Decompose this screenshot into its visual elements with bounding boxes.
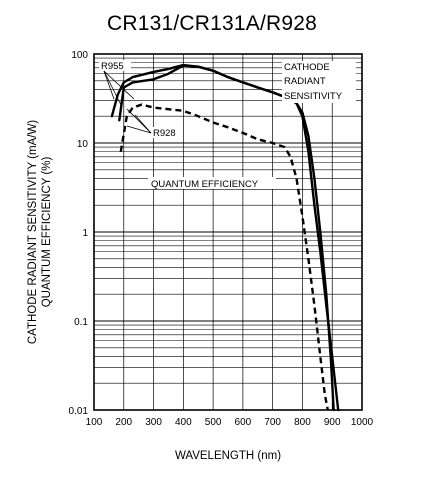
r955-label: R955: [101, 61, 124, 72]
y-axis-label-1: CATHODE RADIANT SENSITIVITY (mA/W): [27, 120, 39, 344]
x-tick-label: 700: [264, 417, 281, 428]
cathode-label-3: SENSITIVITY: [284, 91, 343, 102]
x-tick-label: 500: [205, 417, 222, 428]
r955-leader-1: [103, 70, 115, 100]
qe-label: QUANTUM EFFICIENCY: [151, 179, 259, 190]
x-tick-label: 100: [86, 417, 103, 428]
y-tick-label: 1: [82, 228, 88, 239]
x-tick-label: 600: [235, 417, 252, 428]
series-line-quantum-efficiency: [119, 103, 329, 411]
y-tick-label: 10: [77, 139, 89, 150]
grid: [94, 54, 362, 410]
r955-leader-2: [103, 70, 135, 100]
cathode-label-2: RADIANT: [284, 76, 326, 87]
qe-label-bg: [148, 177, 276, 189]
annotations: R955 R928 CATHODE RADIANT SENSITIVITY QU…: [99, 60, 356, 190]
y-tick-label: 100: [71, 50, 88, 61]
y-tick-label: 0.01: [69, 406, 89, 417]
r955-leader-3: [103, 70, 123, 108]
x-axis-label: WAVELENGTH (nm): [175, 450, 281, 462]
x-tick-label: 900: [324, 417, 341, 428]
y-tick-label: 0.1: [74, 317, 88, 328]
cathode-label-bg: [282, 61, 356, 103]
x-tick-label: 400: [175, 417, 192, 428]
x-tick-label: 800: [294, 417, 311, 428]
x-tick-label: 300: [145, 417, 162, 428]
chart-title: CR131/CR131A/R928: [106, 12, 318, 35]
x-tick-labels: 100 200 300 400 500 600 700 800 900 1000: [86, 417, 374, 428]
r928-leader-3: [134, 114, 152, 134]
x-tick-label: 1000: [351, 417, 374, 428]
plot-frame: [93, 53, 363, 411]
r928-label-bg: [151, 127, 181, 138]
r928-leader-2: [126, 125, 152, 134]
y-axis-label-2: QUANTUM EFFICIENCY (%): [41, 157, 53, 308]
r928-label: R928: [153, 128, 176, 139]
x-tick-label: 200: [115, 417, 132, 428]
series-group: [110, 63, 340, 412]
cathode-label-1: CATHODE: [284, 62, 330, 73]
r955-label-bg: [99, 60, 131, 71]
y-tick-labels: 0.01 0.1 1 10 100: [69, 50, 89, 417]
series-line-r928: [118, 64, 335, 412]
